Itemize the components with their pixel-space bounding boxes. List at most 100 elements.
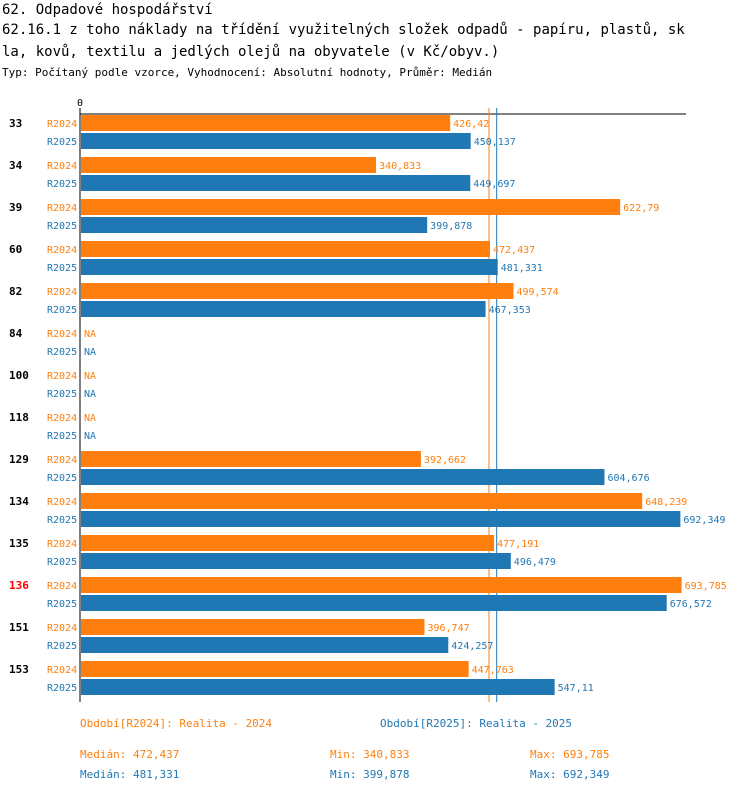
- value-label-2024: 499,574: [516, 287, 558, 298]
- series-label-2024: R2024: [47, 497, 77, 508]
- series-label-2024: R2024: [47, 581, 77, 592]
- min-2024: Min: 340,833: [330, 748, 410, 761]
- max-2025: Max: 692,349: [530, 768, 610, 781]
- series-label-2025: R2025: [47, 137, 77, 148]
- category-label: 118: [9, 411, 29, 424]
- value-label-2025: 676,572: [670, 599, 712, 610]
- value-label-2024: NA: [84, 413, 96, 424]
- category-label: 60: [9, 243, 22, 256]
- value-label-2024: 447,763: [472, 665, 514, 676]
- value-label-2024: 693,785: [685, 581, 727, 592]
- series-label-2025: R2025: [47, 179, 77, 190]
- category-label: 136: [9, 579, 29, 592]
- series-label-2025: R2025: [47, 431, 77, 442]
- series-label-2024: R2024: [47, 539, 77, 550]
- bar-2024: [81, 115, 451, 131]
- category-label: 82: [9, 285, 22, 298]
- value-label-2024: 648,239: [645, 497, 687, 508]
- series-label-2024: R2024: [47, 161, 77, 172]
- bar-2025: [81, 637, 449, 653]
- category-label: 153: [9, 663, 29, 676]
- axis-zero-label: 0: [77, 98, 83, 109]
- value-label-2025: 547,11: [558, 683, 594, 694]
- series-label-2025: R2025: [47, 305, 77, 316]
- series-label-2025: R2025: [47, 557, 77, 568]
- chart-title-line-1: 62.16.1 z toho náklady na třídění využit…: [2, 22, 685, 38]
- value-label-2024: NA: [84, 371, 96, 382]
- bar-2025: [81, 469, 605, 485]
- series-label-2025: R2025: [47, 473, 77, 484]
- value-label-2025: 692,349: [683, 515, 725, 526]
- min-2025: Min: 399,878: [330, 768, 410, 781]
- value-label-2024: 477,191: [497, 539, 539, 550]
- series-label-2024: R2024: [47, 371, 77, 382]
- series-label-2025: R2025: [47, 599, 77, 610]
- series-label-2024: R2024: [47, 623, 77, 634]
- value-label-2025: 450,137: [474, 137, 516, 148]
- value-label-2025: NA: [84, 431, 96, 442]
- bar-2024: [81, 577, 682, 593]
- legend-period-2024: Období[R2024]: Realita - 2024: [80, 717, 273, 730]
- category-label: 134: [9, 495, 29, 508]
- series-label-2024: R2024: [47, 413, 77, 424]
- value-label-2025: 604,676: [607, 473, 649, 484]
- series-label-2025: R2025: [47, 641, 77, 652]
- bar-2024: [81, 241, 490, 257]
- series-label-2024: R2024: [47, 119, 77, 130]
- value-label-2025: 399,878: [430, 221, 472, 232]
- bar-2025: [81, 175, 471, 191]
- bar-2025: [81, 133, 471, 149]
- median-2025: Medián: 481,331: [80, 768, 180, 781]
- bar-2025: [81, 679, 555, 695]
- series-label-2025: R2025: [47, 347, 77, 358]
- bar-2024: [81, 619, 425, 635]
- value-label-2025: 467,353: [489, 305, 531, 316]
- bar-2025: [81, 511, 681, 527]
- series-label-2025: R2025: [47, 683, 77, 694]
- bar-2025: [81, 259, 498, 275]
- bar-2024: [81, 199, 621, 215]
- value-label-2025: 496,479: [514, 557, 556, 568]
- value-label-2024: 392,662: [424, 455, 466, 466]
- bar-2025: [81, 553, 511, 569]
- value-label-2025: 481,331: [501, 263, 543, 274]
- series-label-2024: R2024: [47, 665, 77, 676]
- page-title: 62. Odpadové hospodářství: [2, 2, 213, 18]
- category-label: 33: [9, 117, 22, 130]
- series-label-2024: R2024: [47, 245, 77, 256]
- bar-2024: [81, 493, 643, 509]
- bar-2024: [81, 661, 469, 677]
- bar-2024: [81, 535, 495, 551]
- bar-2025: [81, 301, 486, 317]
- value-label-2024: 426,42: [453, 119, 489, 130]
- bar-2024: [81, 283, 514, 299]
- value-label-2025: NA: [84, 347, 96, 358]
- category-label: 39: [9, 201, 22, 214]
- max-2024: Max: 693,785: [530, 748, 610, 761]
- chart-title-line-2: la, kovů, textilu a jedlých olejů na oby…: [2, 44, 500, 60]
- series-label-2024: R2024: [47, 329, 77, 340]
- value-label-2024: 340,833: [379, 161, 421, 172]
- chart-meta-info: Typ: Počítaný podle vzorce, Vyhodnocení:…: [2, 66, 493, 79]
- value-label-2025: 424,257: [451, 641, 493, 652]
- value-label-2024: 622,79: [623, 203, 659, 214]
- value-label-2025: 449,697: [473, 179, 515, 190]
- series-label-2025: R2025: [47, 515, 77, 526]
- bar-2025: [81, 595, 667, 611]
- value-label-2024: 472,437: [493, 245, 535, 256]
- bar-2024: [81, 157, 377, 173]
- category-label: 129: [9, 453, 29, 466]
- value-label-2025: NA: [84, 389, 96, 400]
- bar-2025: [81, 217, 428, 233]
- category-label: 151: [9, 621, 29, 634]
- series-label-2025: R2025: [47, 263, 77, 274]
- series-label-2024: R2024: [47, 203, 77, 214]
- category-label: 84: [9, 327, 23, 340]
- series-label-2025: R2025: [47, 389, 77, 400]
- value-label-2024: 396,747: [427, 623, 469, 634]
- series-label-2024: R2024: [47, 455, 77, 466]
- legend-period-2025: Období[R2025]: Realita - 2025: [380, 717, 573, 730]
- category-label: 135: [9, 537, 29, 550]
- category-label: 100: [9, 369, 29, 382]
